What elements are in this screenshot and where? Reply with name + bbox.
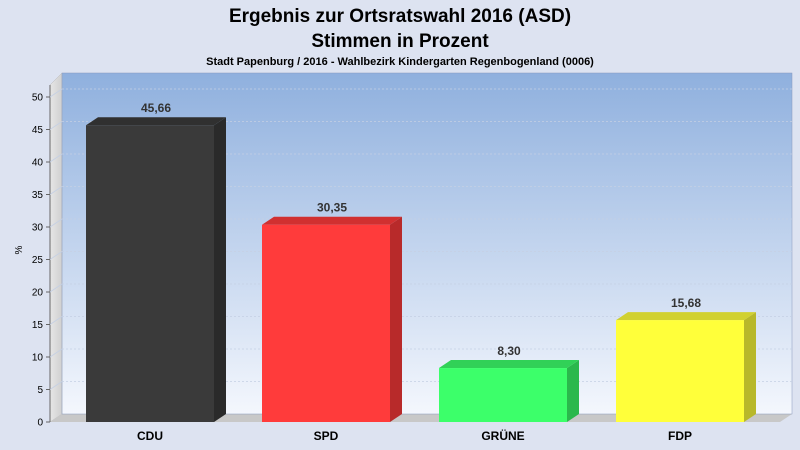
chart-caption: Stadt Papenburg / 2016 - Wahlbezirk Kind…: [206, 56, 594, 68]
bar-side: [390, 216, 402, 422]
y-tick-label: 30: [32, 223, 44, 234]
bar-spd: 30,35: [262, 201, 402, 422]
grid-line-side: [49, 348, 63, 358]
x-tick-label: SPD: [314, 429, 339, 443]
grid-line-side: [49, 218, 63, 228]
category-labels: CDU SPD GRÜNE FDP: [137, 428, 692, 443]
data-label: 30,35: [317, 201, 347, 215]
bar-top: [86, 117, 226, 126]
plot-frame: [61, 72, 793, 415]
bar-front: [86, 125, 214, 423]
y-axis-label: %: [14, 245, 25, 254]
x-tick-label: GRÜNE: [481, 428, 524, 443]
bar-top: [616, 312, 756, 321]
y-tick-label: 45: [32, 125, 44, 136]
grid-line-side: [49, 153, 63, 163]
y-tick-label: 25: [32, 255, 44, 266]
data-label: 8,30: [497, 344, 521, 358]
bar-grne: 8,30: [439, 344, 579, 422]
chart-title: Ergebnis zur Ortsratswahl 2016 (ASD): [229, 6, 571, 27]
bar-side: [567, 360, 579, 422]
grid-line-side: [49, 121, 63, 130]
bar-front: [616, 320, 744, 422]
x-tick-label: CDU: [137, 429, 163, 443]
y-tick-label: 40: [32, 158, 44, 169]
y-axis-ticks: 0 5 10 15 20 25 30 35 40 45 50: [32, 93, 50, 429]
y-tick-label: 35: [32, 190, 44, 201]
bar-cdu: 45,66: [86, 101, 226, 423]
grid-line-side: [49, 283, 63, 293]
y-tick-label: 15: [32, 320, 44, 331]
bar-side: [214, 117, 226, 423]
y-tick-label: 0: [37, 418, 43, 429]
bar-top: [262, 216, 402, 225]
bar-side: [744, 312, 756, 422]
chart-subtitle: Stimmen in Prozent: [311, 31, 489, 52]
x-tick-label: FDP: [668, 429, 692, 443]
y-tick-label: 20: [32, 288, 44, 299]
bars: 45,66 30,35 8,30 15,68: [86, 101, 756, 423]
bar-front: [439, 368, 567, 422]
bar-fdp: 15,68: [616, 296, 756, 422]
data-label: 45,66: [141, 101, 171, 115]
y-tick-label: 10: [32, 353, 44, 364]
grid-line-side: [49, 316, 63, 325]
bar-front: [262, 224, 390, 422]
grid-line-side: [49, 381, 63, 390]
plot-floor: [50, 414, 792, 422]
grid-line-side: [49, 251, 63, 260]
bar-top: [439, 360, 579, 369]
grid-line-side: [49, 88, 63, 98]
grid-line-side: [49, 186, 63, 195]
y-tick-label: 50: [32, 93, 44, 104]
data-label: 15,68: [671, 296, 701, 310]
y-tick-label: 5: [37, 385, 43, 396]
